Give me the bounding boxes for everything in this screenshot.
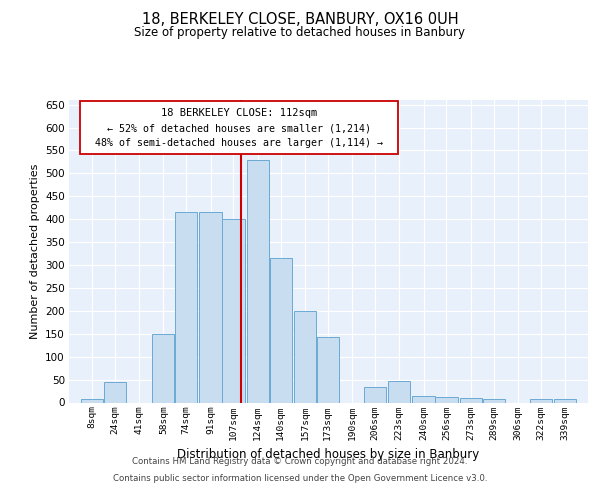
Bar bbox=[223, 219, 245, 402]
Bar bbox=[412, 396, 434, 402]
Bar bbox=[388, 380, 410, 402]
Bar bbox=[81, 399, 103, 402]
Bar bbox=[482, 400, 505, 402]
Bar bbox=[317, 337, 339, 402]
Bar bbox=[104, 382, 126, 402]
Y-axis label: Number of detached properties: Number of detached properties bbox=[29, 164, 40, 339]
Text: Contains public sector information licensed under the Open Government Licence v3: Contains public sector information licen… bbox=[113, 474, 487, 483]
Bar bbox=[554, 400, 576, 402]
Bar bbox=[460, 398, 482, 402]
Text: 48% of semi-detached houses are larger (1,114) →: 48% of semi-detached houses are larger (… bbox=[95, 138, 383, 148]
Bar bbox=[199, 212, 221, 402]
Bar bbox=[269, 258, 292, 402]
Text: 18 BERKELEY CLOSE: 112sqm: 18 BERKELEY CLOSE: 112sqm bbox=[161, 108, 317, 118]
Bar bbox=[530, 400, 552, 402]
Bar bbox=[80, 101, 398, 154]
Bar bbox=[436, 396, 458, 402]
Bar bbox=[247, 160, 269, 402]
Bar bbox=[175, 212, 197, 402]
Text: ← 52% of detached houses are smaller (1,214): ← 52% of detached houses are smaller (1,… bbox=[107, 124, 371, 134]
Text: Contains HM Land Registry data © Crown copyright and database right 2024.: Contains HM Land Registry data © Crown c… bbox=[132, 458, 468, 466]
Bar bbox=[152, 334, 175, 402]
Bar bbox=[364, 388, 386, 402]
Text: 18, BERKELEY CLOSE, BANBURY, OX16 0UH: 18, BERKELEY CLOSE, BANBURY, OX16 0UH bbox=[142, 12, 458, 28]
Text: Size of property relative to detached houses in Banbury: Size of property relative to detached ho… bbox=[134, 26, 466, 39]
X-axis label: Distribution of detached houses by size in Banbury: Distribution of detached houses by size … bbox=[178, 448, 479, 461]
Bar bbox=[294, 311, 316, 402]
